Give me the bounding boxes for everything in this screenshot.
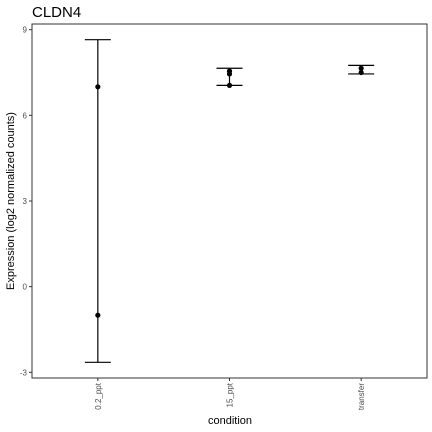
data-point — [226, 82, 233, 88]
y-tick-label: 0 — [23, 283, 28, 292]
y-tick-label: 6 — [23, 111, 28, 120]
y-axis: -3 0 3 6 9 — [20, 26, 32, 377]
y-tick-label: 3 — [23, 197, 28, 206]
y-tick-label: 9 — [23, 26, 28, 35]
data-point — [358, 69, 364, 76]
x-tick-label: transfer — [357, 383, 366, 410]
data-point — [95, 312, 101, 318]
chart-title: CLDN4 — [32, 4, 81, 21]
data-point — [226, 71, 233, 77]
data-point — [358, 65, 364, 71]
x-tick-label: 15_ppt — [226, 382, 235, 407]
error-bars — [84, 39, 375, 363]
y-tick-label: -3 — [20, 368, 28, 377]
data-point — [95, 84, 101, 90]
x-axis: 0.2_ppt 15_ppt transfer — [94, 378, 366, 410]
y-axis-title: Expression (log2 normalized counts) — [5, 112, 17, 290]
x-axis-title: condition — [208, 415, 252, 427]
data-points — [95, 65, 364, 318]
x-tick-label: 0.2_ppt — [94, 382, 103, 409]
